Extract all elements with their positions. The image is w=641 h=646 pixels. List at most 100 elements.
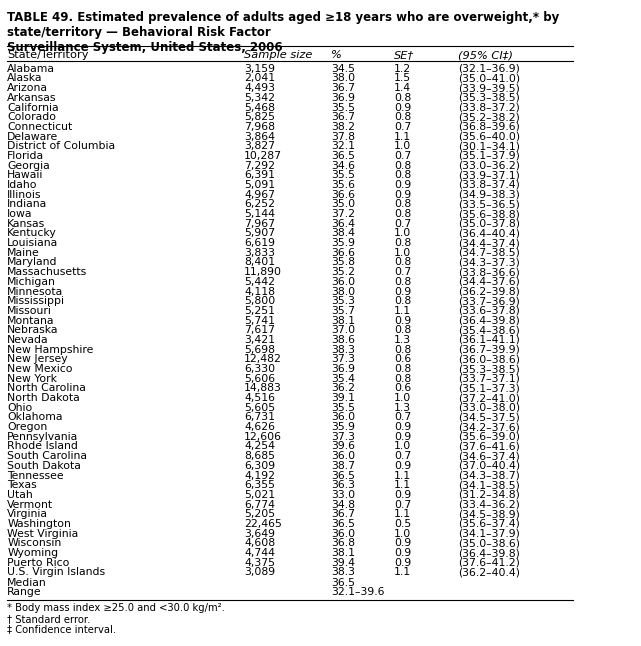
Text: Oregon: Oregon (7, 422, 47, 432)
Text: 36.7: 36.7 (331, 83, 354, 93)
Text: 6,309: 6,309 (244, 461, 275, 471)
Text: 37.2: 37.2 (331, 209, 354, 219)
Text: North Carolina: North Carolina (7, 383, 86, 393)
Text: 35.2: 35.2 (331, 267, 354, 277)
Text: (33.0–38.0): (33.0–38.0) (458, 402, 520, 413)
Text: (34.7–38.5): (34.7–38.5) (458, 248, 520, 258)
Text: 7,968: 7,968 (244, 122, 275, 132)
Text: Arizona: Arizona (7, 83, 48, 93)
Text: (37.6–41.2): (37.6–41.2) (458, 557, 520, 568)
Text: 6,619: 6,619 (244, 238, 275, 248)
Text: Colorado: Colorado (7, 112, 56, 122)
Text: 33.0: 33.0 (331, 490, 355, 500)
Text: 1.0: 1.0 (394, 393, 412, 403)
Text: 5,800: 5,800 (244, 297, 275, 306)
Text: 38.4: 38.4 (331, 229, 354, 238)
Text: 0.8: 0.8 (394, 344, 412, 355)
Text: 0.7: 0.7 (394, 412, 412, 422)
Text: (33.8–36.6): (33.8–36.6) (458, 267, 520, 277)
Text: (35.2–38.2): (35.2–38.2) (458, 112, 520, 122)
Text: (36.7–39.9): (36.7–39.9) (458, 344, 520, 355)
Text: 0.8: 0.8 (394, 112, 412, 122)
Text: 0.7: 0.7 (394, 451, 412, 461)
Text: 1.0: 1.0 (394, 229, 412, 238)
Text: 1.4: 1.4 (394, 83, 412, 93)
Text: (35.6–40.0): (35.6–40.0) (458, 132, 520, 141)
Text: Kentucky: Kentucky (7, 229, 57, 238)
Text: 37.0: 37.0 (331, 326, 355, 335)
Text: Delaware: Delaware (7, 132, 58, 141)
Text: 32.1: 32.1 (331, 141, 354, 151)
Text: 7,292: 7,292 (244, 161, 275, 171)
Text: 0.6: 0.6 (394, 354, 412, 364)
Text: (34.5–37.5): (34.5–37.5) (458, 412, 520, 422)
Text: Nevada: Nevada (7, 335, 49, 345)
Text: 5,468: 5,468 (244, 103, 275, 112)
Text: (36.2–39.8): (36.2–39.8) (458, 287, 520, 297)
Text: 36.4: 36.4 (331, 219, 354, 229)
Text: 39.1: 39.1 (331, 393, 354, 403)
Text: (34.2–37.6): (34.2–37.6) (458, 422, 520, 432)
Text: %: % (331, 50, 342, 60)
Text: (33.8–37.2): (33.8–37.2) (458, 103, 520, 112)
Text: (34.1–37.9): (34.1–37.9) (458, 528, 520, 539)
Text: Virginia: Virginia (7, 509, 48, 519)
Text: Tennessee: Tennessee (7, 470, 64, 481)
Text: (36.0–38.6): (36.0–38.6) (458, 354, 520, 364)
Text: (34.3–38.7): (34.3–38.7) (458, 470, 520, 481)
Text: Vermont: Vermont (7, 499, 53, 510)
Text: Range: Range (7, 587, 42, 598)
Text: (31.2–34.8): (31.2–34.8) (458, 490, 520, 500)
Text: 3,827: 3,827 (244, 141, 275, 151)
Text: 14,883: 14,883 (244, 383, 282, 393)
Text: 1.0: 1.0 (394, 528, 412, 539)
Text: Massachusetts: Massachusetts (7, 267, 87, 277)
Text: 38.0: 38.0 (331, 287, 355, 297)
Text: (35.1–37.9): (35.1–37.9) (458, 151, 520, 161)
Text: 0.9: 0.9 (394, 422, 412, 432)
Text: 0.9: 0.9 (394, 287, 412, 297)
Text: 1.0: 1.0 (394, 441, 412, 452)
Text: 4,608: 4,608 (244, 538, 275, 548)
Text: (37.0–40.4): (37.0–40.4) (458, 461, 520, 471)
Text: (35.6–38.8): (35.6–38.8) (458, 209, 520, 219)
Text: 0.8: 0.8 (394, 277, 412, 287)
Text: (34.6–37.4): (34.6–37.4) (458, 451, 520, 461)
Text: 37.3: 37.3 (331, 432, 354, 442)
Text: (32.1–36.9): (32.1–36.9) (458, 64, 520, 74)
Text: North Dakota: North Dakota (7, 393, 80, 403)
Text: 6,774: 6,774 (244, 499, 275, 510)
Text: 10,287: 10,287 (244, 151, 282, 161)
Text: (34.4–37.6): (34.4–37.6) (458, 277, 520, 287)
Text: Arkansas: Arkansas (7, 93, 56, 103)
Text: 38.1: 38.1 (331, 316, 354, 326)
Text: 39.6: 39.6 (331, 441, 354, 452)
Text: 1.1: 1.1 (394, 567, 412, 578)
Text: 6,391: 6,391 (244, 171, 275, 180)
Text: † Standard error.: † Standard error. (7, 614, 90, 624)
Text: (30.1–34.1): (30.1–34.1) (458, 141, 520, 151)
Text: Pennsylvania: Pennsylvania (7, 432, 78, 442)
Text: 6,355: 6,355 (244, 480, 275, 490)
Text: 7,967: 7,967 (244, 219, 275, 229)
Text: 38.0: 38.0 (331, 74, 355, 83)
Text: Georgia: Georgia (7, 161, 50, 171)
Text: (37.2–41.0): (37.2–41.0) (458, 393, 520, 403)
Text: 0.9: 0.9 (394, 548, 412, 558)
Text: (35.0–38.6): (35.0–38.6) (458, 538, 520, 548)
Text: (33.0–36.2): (33.0–36.2) (458, 161, 520, 171)
Text: 5,605: 5,605 (244, 402, 275, 413)
Text: (34.5–38.9): (34.5–38.9) (458, 509, 520, 519)
Text: 1.0: 1.0 (394, 141, 412, 151)
Text: 0.8: 0.8 (394, 161, 412, 171)
Text: Maryland: Maryland (7, 258, 58, 267)
Text: (35.4–38.6): (35.4–38.6) (458, 326, 520, 335)
Text: Nebraska: Nebraska (7, 326, 59, 335)
Text: 35.5: 35.5 (331, 103, 354, 112)
Text: 0.9: 0.9 (394, 180, 412, 190)
Text: (36.2–40.4): (36.2–40.4) (458, 567, 520, 578)
Text: 5,741: 5,741 (244, 316, 275, 326)
Text: 8,685: 8,685 (244, 451, 275, 461)
Text: 0.9: 0.9 (394, 461, 412, 471)
Text: 1.1: 1.1 (394, 132, 412, 141)
